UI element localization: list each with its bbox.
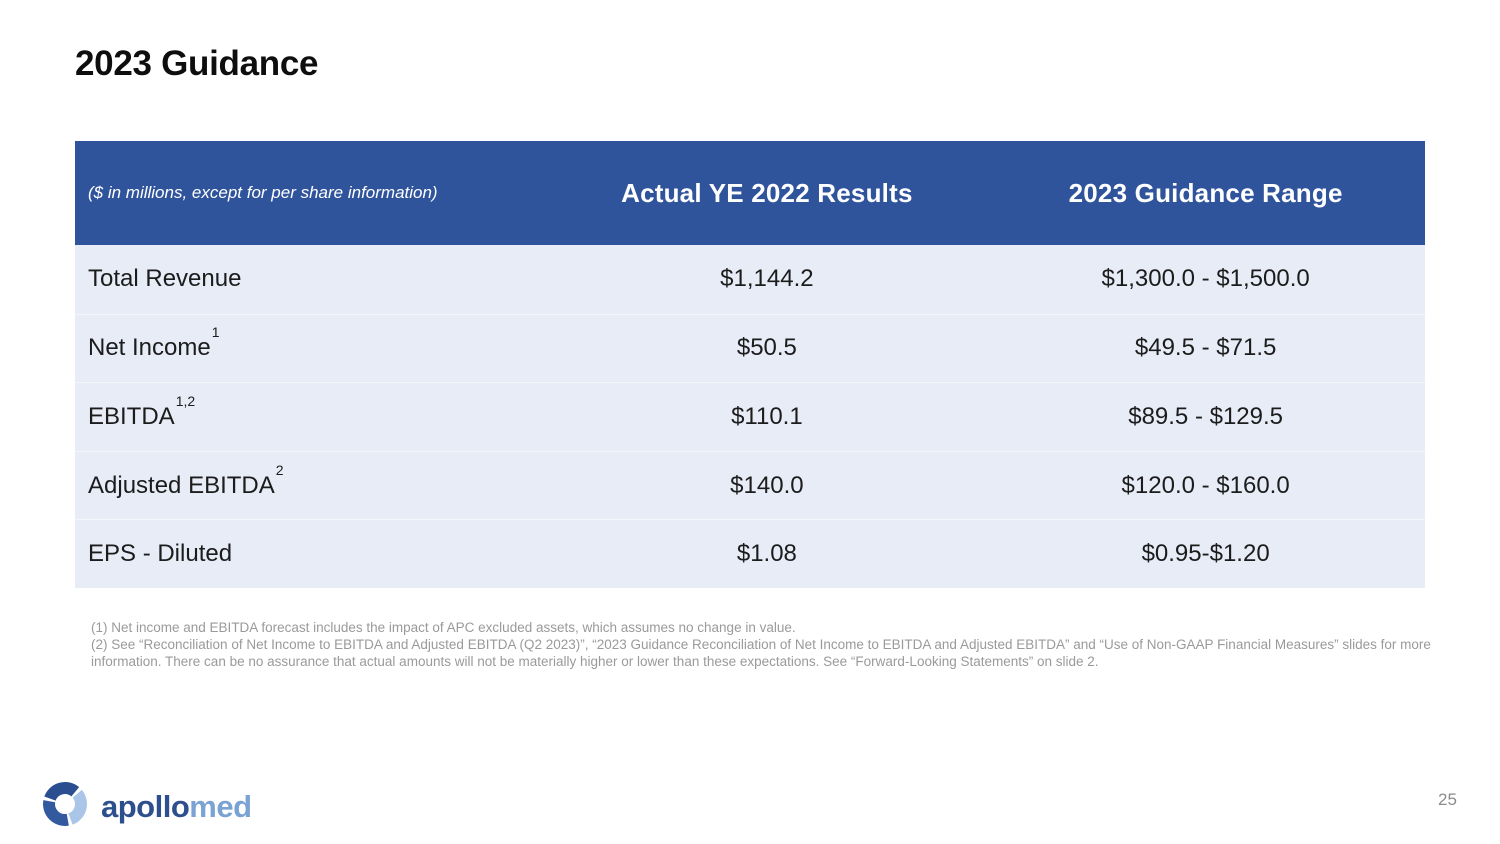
- apollomed-logo: apollomed: [37, 776, 252, 837]
- apollomed-swirl-icon: [37, 776, 93, 837]
- footnote-2: (2) See “Reconciliation of Net Income to…: [91, 637, 1431, 669]
- footnote-marker: 2: [275, 461, 284, 478]
- column-header-guidance: 2023 Guidance Range: [1068, 177, 1343, 208]
- table-row: Net Income1 $50.5 $49.5 - $71.5: [75, 313, 1425, 383]
- row-label: EPS - Diluted: [88, 540, 233, 568]
- page-number: 25: [1438, 790, 1457, 809]
- actual-value: $1.08: [736, 540, 797, 568]
- guidance-value: $120.0 - $160.0: [1121, 471, 1290, 499]
- footnote-marker: 1,2: [175, 392, 196, 409]
- guidance-value: $1,300.0 - $1,500.0: [1101, 265, 1310, 293]
- footnotes: (1) Net income and EBITDA forecast inclu…: [91, 619, 1439, 670]
- actual-value: $110.1: [731, 402, 803, 430]
- footnote-1: (1) Net income and EBITDA forecast inclu…: [91, 620, 796, 635]
- table-unit-note: ($ in millions, except for per share inf…: [88, 183, 438, 202]
- guidance-table: ($ in millions, except for per share inf…: [75, 141, 1425, 588]
- table-row: Total Revenue $1,144.2 $1,300.0 - $1,500…: [75, 245, 1425, 314]
- footnote-marker: 1: [211, 324, 220, 341]
- row-label: Total Revenue: [88, 265, 242, 293]
- row-label: Net Income1: [88, 324, 220, 362]
- row-label: Adjusted EBITDA2: [88, 461, 284, 499]
- table-header-row: ($ in millions, except for per share inf…: [75, 141, 1425, 245]
- table-body: Total Revenue $1,144.2 $1,300.0 - $1,500…: [75, 245, 1425, 588]
- logo-wordmark: apollomed: [101, 788, 252, 824]
- guidance-value: $49.5 - $71.5: [1134, 334, 1277, 362]
- actual-value: $50.5: [736, 334, 797, 362]
- guidance-value: $89.5 - $129.5: [1128, 402, 1284, 430]
- column-header-actual: Actual YE 2022 Results: [621, 177, 913, 208]
- page-title: 2023 Guidance: [75, 44, 319, 83]
- actual-value: $140.0: [730, 471, 804, 499]
- table-row: EPS - Diluted $1.08 $0.95-$1.20: [75, 519, 1425, 588]
- row-label: EBITDA1,2: [88, 392, 196, 430]
- table-row: Adjusted EBITDA2 $140.0 $120.0 - $160.0: [75, 450, 1425, 520]
- actual-value: $1,144.2: [720, 265, 814, 293]
- table-row: EBITDA1,2 $110.1 $89.5 - $129.5: [75, 382, 1425, 451]
- guidance-value: $0.95-$1.20: [1141, 540, 1270, 568]
